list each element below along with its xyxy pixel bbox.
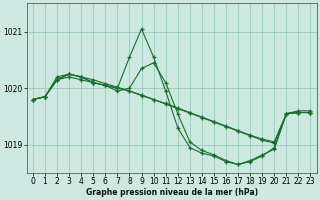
X-axis label: Graphe pression niveau de la mer (hPa): Graphe pression niveau de la mer (hPa) [86, 188, 258, 197]
